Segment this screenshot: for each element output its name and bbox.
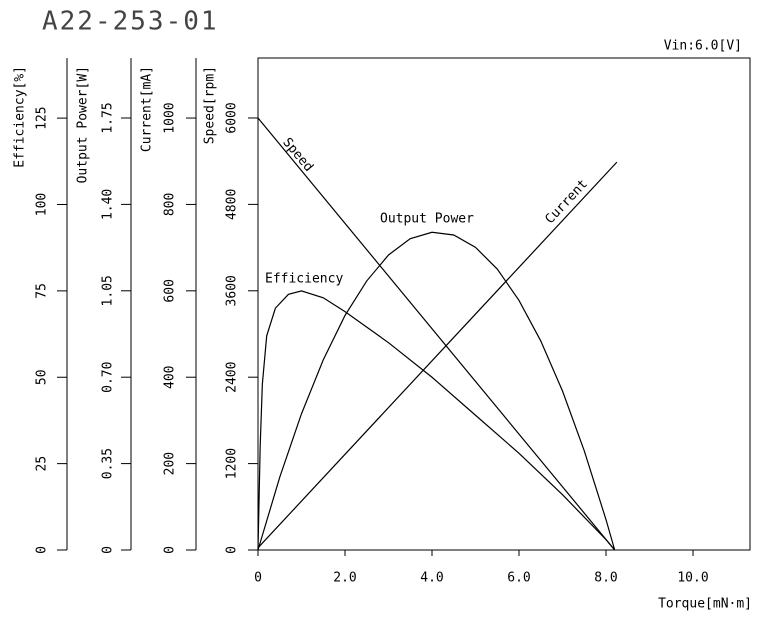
y-tick-label: 1.75 xyxy=(101,102,116,133)
y-tick-label: 600 xyxy=(163,279,178,302)
x-tick-label: 8.0 xyxy=(594,571,617,586)
y-tick-label: 0 xyxy=(225,546,240,554)
y-tick-label: 0 xyxy=(163,546,178,554)
y-axis-title: Current[mA] xyxy=(140,66,155,152)
y-tick-label: 125 xyxy=(35,106,50,129)
y-tick-label: 800 xyxy=(163,193,178,216)
y-tick-label: 3600 xyxy=(225,275,240,306)
y-tick-label: 100 xyxy=(35,193,50,216)
series-line xyxy=(257,117,616,551)
series-line xyxy=(257,161,618,549)
y-tick-label: 25 xyxy=(35,456,50,472)
x-tick-label: 0 xyxy=(254,571,262,586)
plot-frame xyxy=(257,57,751,551)
y-tick-label: 0.35 xyxy=(101,448,116,479)
y-tick-label: 0 xyxy=(35,546,50,554)
y-tick-label: 0 xyxy=(101,546,116,554)
y-tick-label: 50 xyxy=(35,369,50,385)
subtitle: Vin:6.0[V] xyxy=(664,39,742,54)
y-tick-label: 6000 xyxy=(225,102,240,133)
series-label: Efficiency xyxy=(265,272,343,287)
x-tick-label: 6.0 xyxy=(507,571,530,586)
series-line xyxy=(257,231,616,551)
x-tick-label: 4.0 xyxy=(420,571,443,586)
y-tick-label: 4800 xyxy=(225,189,240,220)
y-tick-label: 2400 xyxy=(225,362,240,393)
x-tick-label: 10.0 xyxy=(677,571,708,586)
y-tick-label: 0.70 xyxy=(101,362,116,393)
x-tick-label: 2.0 xyxy=(333,571,356,586)
y-axis-title: Output Power[W] xyxy=(76,66,91,183)
y-axis-title: Efficiency[%] xyxy=(13,66,28,168)
series-label: Output Power xyxy=(380,212,474,227)
series-label: Current xyxy=(543,177,591,227)
y-tick-label: 1.40 xyxy=(101,189,116,220)
y-tick-label: 1.05 xyxy=(101,275,116,306)
y-tick-label: 1000 xyxy=(163,102,178,133)
x-axis-title: Torque[mN·m] xyxy=(658,597,752,612)
series-line xyxy=(257,290,616,551)
y-tick-label: 400 xyxy=(163,365,178,388)
y-tick-label: 75 xyxy=(35,283,50,299)
y-tick-label: 1200 xyxy=(225,448,240,479)
y-tick-label: 200 xyxy=(163,452,178,475)
series-label: Speed xyxy=(279,135,316,175)
y-axis-title: Speed[rpm] xyxy=(203,66,218,144)
chart-title: A22-253-01 xyxy=(42,7,219,37)
